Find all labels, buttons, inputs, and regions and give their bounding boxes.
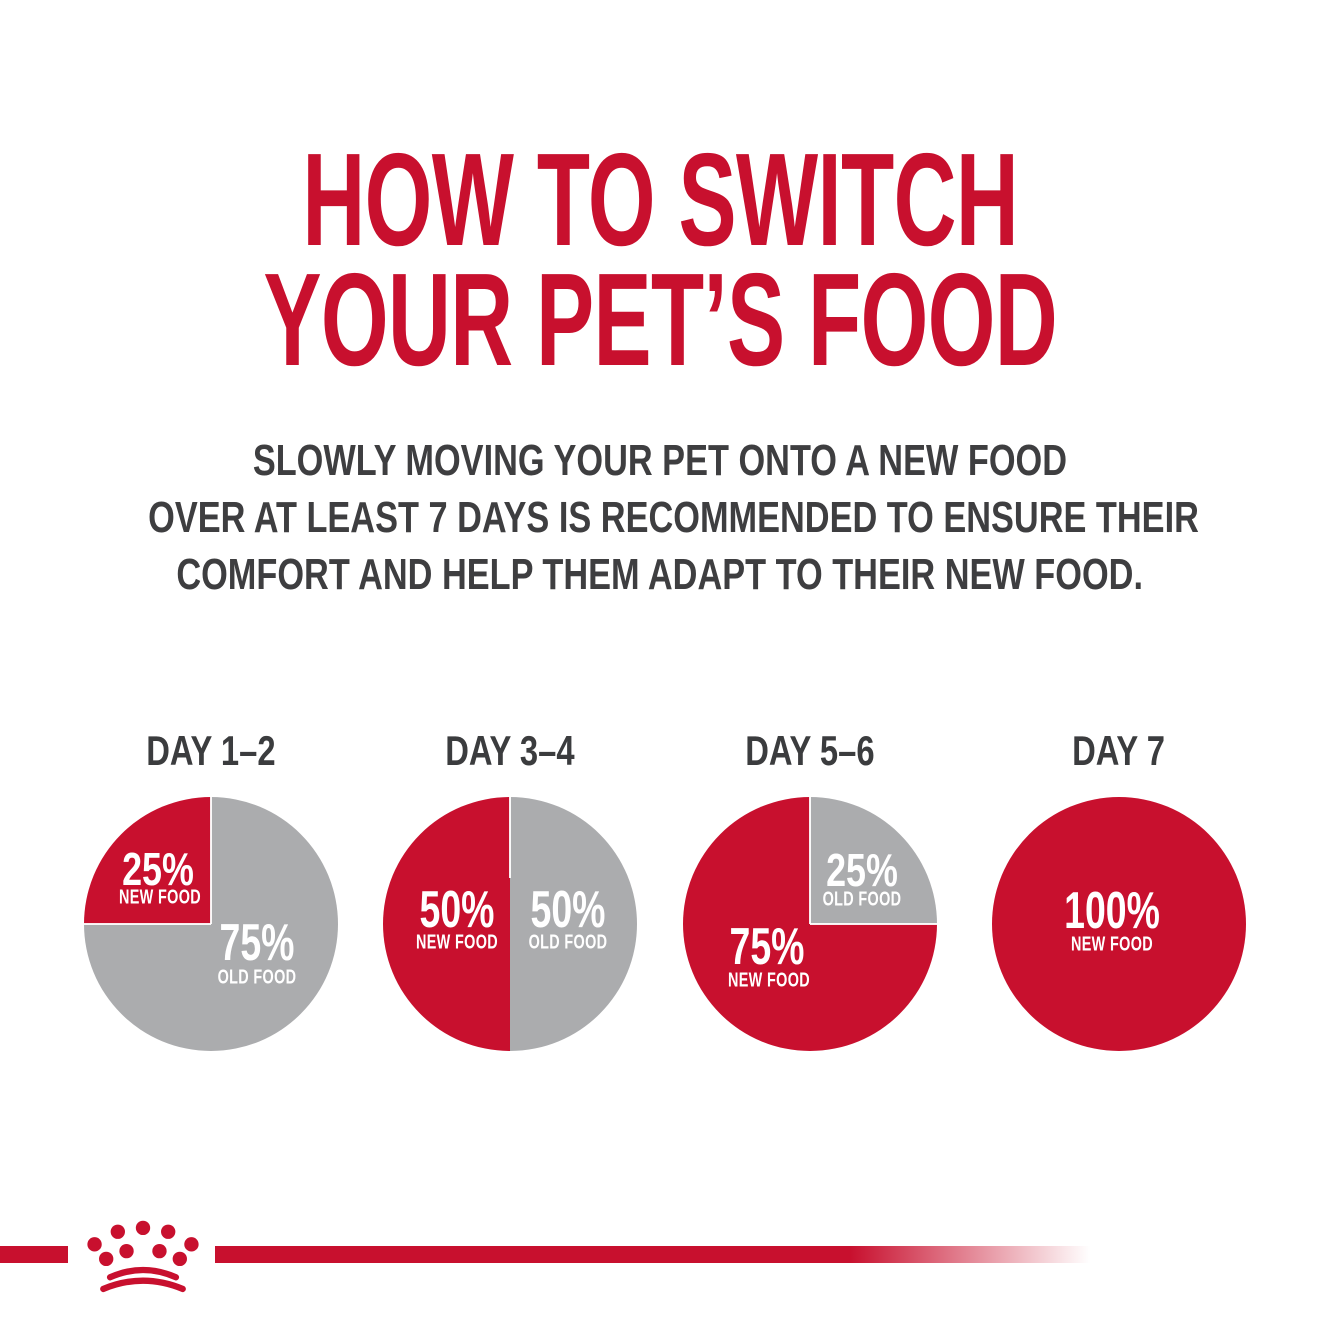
slice-label: OLD FOOD (822, 888, 902, 911)
subtitle-line1: SLOWLY MOVING YOUR PET ONTO A NEW FOOD (252, 436, 1068, 485)
stage-heading: DAY 3–4 (445, 727, 575, 774)
slice-label: NEW FOOD (727, 969, 811, 992)
page-title-line1: HOW TO SWITCH (302, 126, 1018, 273)
subtitle: SLOWLY MOVING YOUR PET ONTO A NEW FOOD O… (0, 432, 1320, 603)
stage-day-3-4: DAY 3–4 50% NEW FOOD 50% OLD FOOD (383, 727, 637, 1051)
stage-day-5-6: DAY 5–6 25% OLD FOOD 75% NEW FOOD (683, 727, 937, 1051)
slice-divider (84, 923, 211, 925)
slice-divider (210, 797, 212, 924)
page-title-line2: YOUR PET’S FOOD (263, 246, 1057, 393)
slice-percent: 75% (729, 918, 805, 976)
slice-label: NEW FOOD (415, 931, 499, 954)
slice-percent: 100% (1064, 882, 1160, 940)
slice-label: NEW FOOD (1070, 933, 1154, 956)
slice-percent: 50% (530, 881, 606, 939)
footer-accent-band (0, 1246, 1090, 1263)
slice-percent: 75% (219, 914, 295, 972)
slice-percent: 50% (419, 881, 495, 939)
slice-divider (509, 797, 511, 879)
subtitle-line3: COMFORT AND HELP THEM ADAPT TO THEIR NEW… (176, 550, 1144, 599)
stage-heading: DAY 1–2 (146, 727, 276, 774)
slice-divider (810, 923, 937, 925)
pie-chart-day-5-6: 25% OLD FOOD 75% NEW FOOD (683, 797, 937, 1051)
royal-canin-crown-icon (87, 1220, 199, 1293)
pie-chart-day-7: 100% NEW FOOD (992, 797, 1246, 1051)
pie-chart-day-1-2: 25% NEW FOOD 75% OLD FOOD (84, 797, 338, 1051)
stage-day-7: DAY 7 100% NEW FOOD (992, 727, 1246, 1051)
page-title: HOW TO SWITCH YOUR PET’S FOOD (0, 126, 1320, 393)
slice-label: NEW FOOD (118, 886, 202, 909)
slice-label: OLD FOOD (528, 931, 608, 954)
pie-chart-day-3-4: 50% NEW FOOD 50% OLD FOOD (383, 797, 637, 1051)
slice-percent: 25% (826, 844, 898, 896)
slice-divider (809, 797, 811, 924)
slice-percent: 25% (122, 843, 194, 895)
slice-label: OLD FOOD (217, 966, 297, 989)
stage-heading: DAY 7 (1072, 727, 1166, 774)
stage-heading: DAY 5–6 (745, 727, 875, 774)
subtitle-line2: OVER AT LEAST 7 DAYS IS RECOMMENDED TO E… (148, 493, 1199, 542)
stage-day-1-2: DAY 1–2 25% NEW FOOD 75% OLD FOOD (84, 727, 338, 1051)
